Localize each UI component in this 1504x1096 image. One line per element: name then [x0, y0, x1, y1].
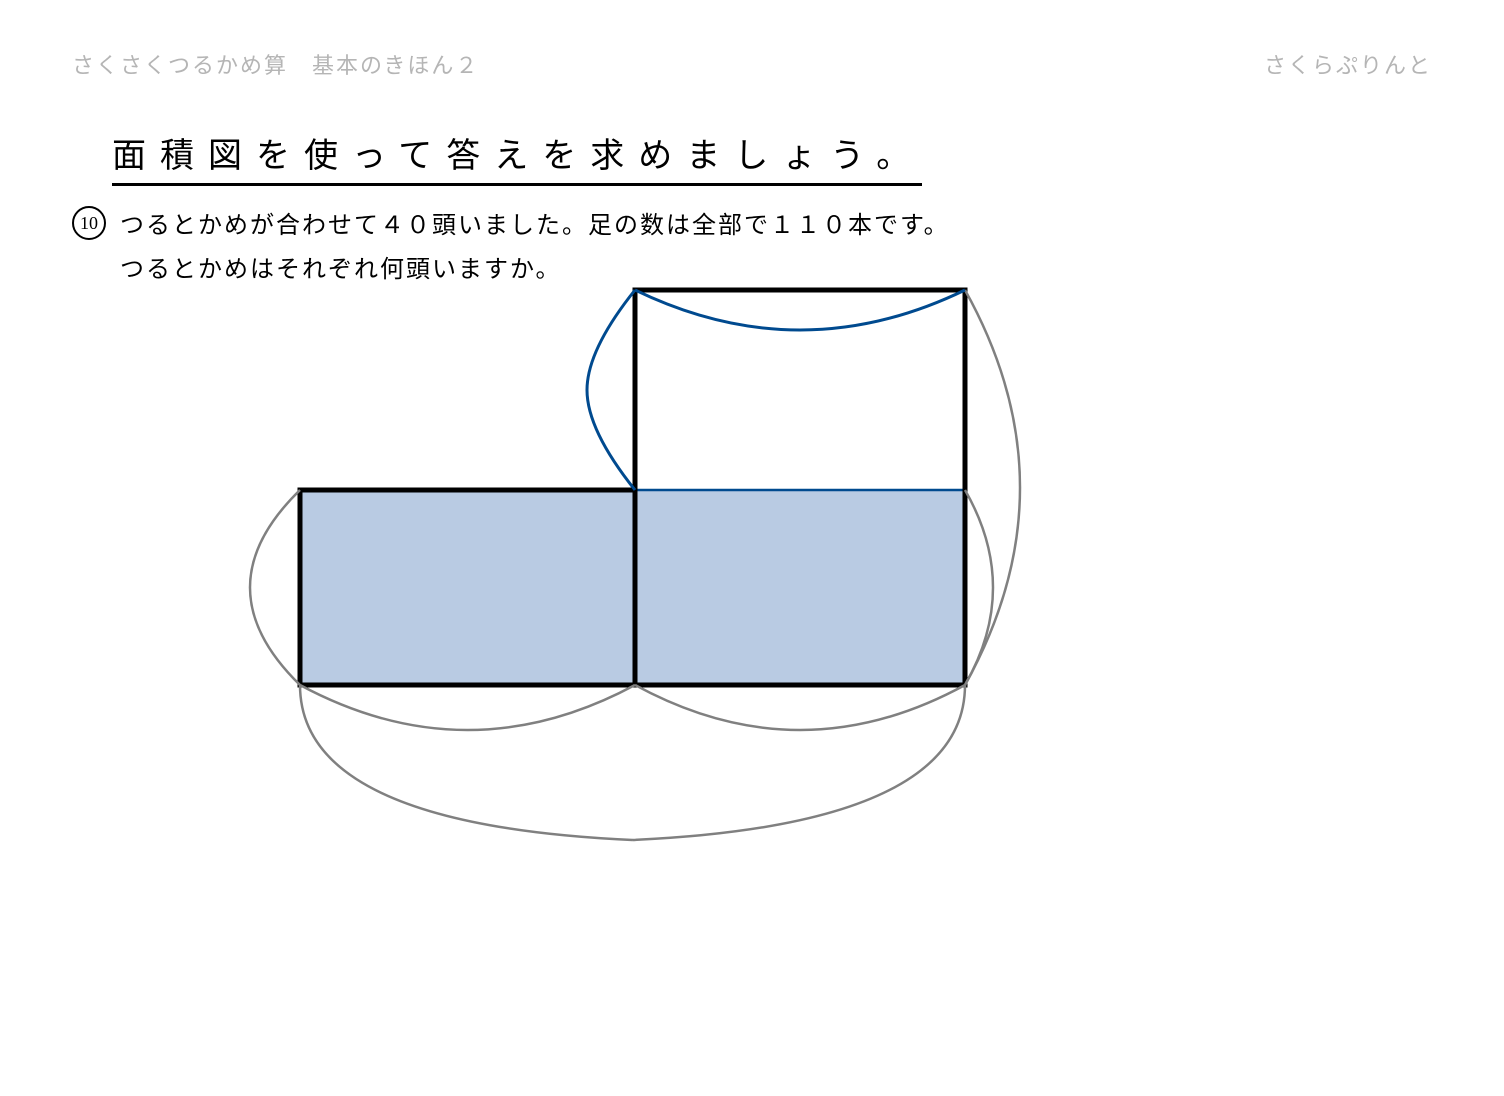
- arc-navy-15-l: [635, 290, 800, 330]
- arc-bottom-kame-r: [800, 685, 965, 730]
- arc-left-top: [250, 490, 300, 588]
- arc-navy-2hon-bot: [587, 390, 635, 490]
- arc-navy-15-r: [800, 290, 965, 330]
- area-diagram: [0, 0, 1504, 1096]
- arc-right-low-top: [965, 490, 993, 588]
- arc-right-top: [965, 290, 1020, 488]
- arc-navy-2hon-top: [587, 290, 635, 390]
- arc-bottom-kame-l: [635, 685, 800, 730]
- arc-bottom-tsuru-l: [300, 685, 468, 730]
- arc-left-bot: [250, 588, 300, 686]
- arc-bottom-tsuru-r: [468, 685, 636, 730]
